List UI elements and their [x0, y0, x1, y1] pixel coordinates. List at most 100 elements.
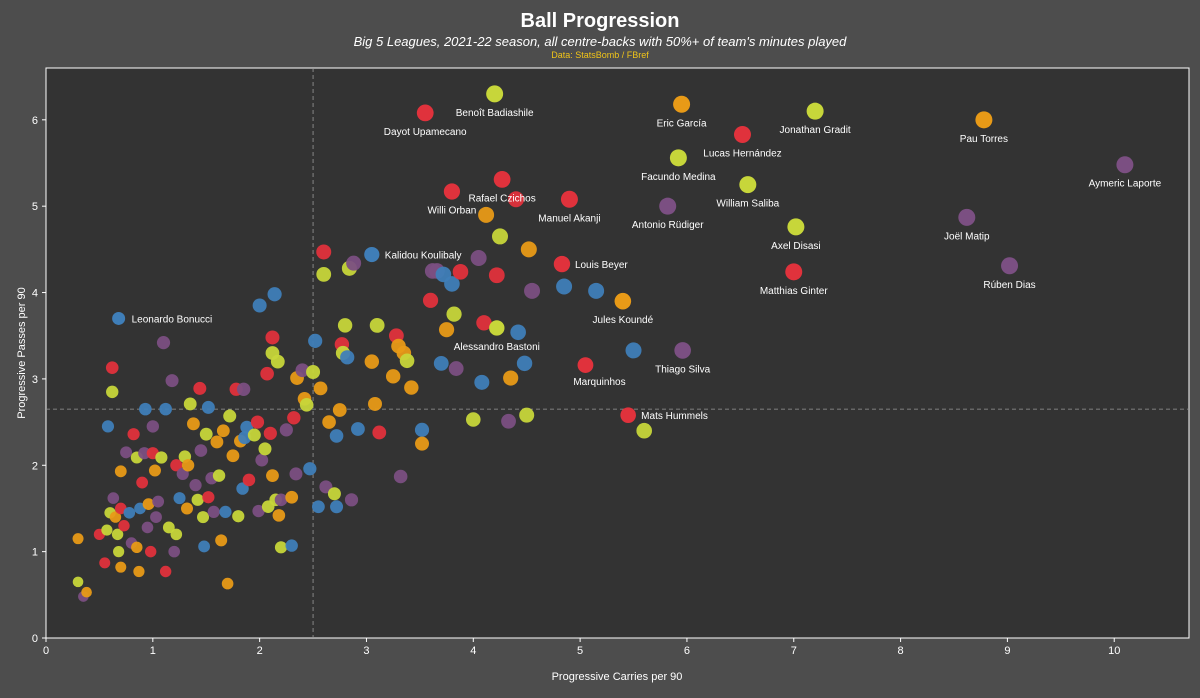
scatter-point	[274, 493, 288, 507]
scatter-point	[303, 462, 317, 476]
scatter-point	[415, 436, 430, 451]
scatter-point-labeled	[975, 111, 993, 129]
x-tick-label: 10	[1108, 645, 1120, 657]
scatter-point	[81, 586, 92, 598]
scatter-point-labeled	[577, 357, 594, 373]
player-label: Aymeric Laporte	[1089, 179, 1162, 190]
scatter-point	[327, 487, 341, 501]
scatter-point	[364, 354, 380, 369]
scatter-point	[198, 540, 210, 553]
scatter-point	[414, 422, 430, 437]
scatter-point	[202, 491, 215, 504]
scatter-point	[193, 381, 207, 395]
scatter-point	[404, 380, 419, 395]
player-label: Lucas Hernández	[703, 149, 781, 160]
scatter-point	[113, 546, 125, 558]
scatter-point	[216, 424, 230, 438]
scatter-point	[474, 374, 490, 390]
player-label: Jules Koundé	[593, 315, 654, 326]
scatter-point	[247, 428, 261, 442]
scatter-point	[329, 429, 344, 443]
scatter-point-labeled	[1001, 257, 1019, 275]
scatter-point-labeled	[489, 320, 505, 336]
scatter-point	[478, 206, 495, 223]
y-tick-label: 0	[32, 633, 38, 645]
scatter-point	[226, 449, 240, 463]
mean-lines	[46, 68, 1189, 638]
scatter-point	[173, 492, 186, 505]
scatter-point	[508, 191, 525, 208]
player-label: Louis Beyer	[575, 260, 628, 271]
scatter-point	[313, 381, 328, 396]
y-tick-label: 3	[32, 374, 38, 386]
scatter-point	[476, 315, 492, 331]
scatter-point	[72, 576, 84, 588]
scatter-point	[201, 400, 215, 414]
scatter-point	[118, 520, 130, 532]
scatter-point	[152, 495, 165, 508]
player-label: Kalidou Koulibaly	[385, 251, 462, 262]
scatter-point	[106, 385, 119, 399]
scatter-point	[265, 330, 280, 345]
scatter-point-labeled	[669, 149, 687, 167]
scatter-point	[433, 355, 449, 371]
scatter-point	[519, 407, 535, 423]
scatter-point	[491, 228, 508, 245]
chart-source: Data: StatsBomb / FBref	[551, 50, 649, 60]
x-tick-label: 2	[257, 645, 263, 657]
player-label: William Saliba	[716, 199, 779, 210]
player-label: Antonio Rüdiger	[632, 220, 704, 231]
y-tick-label: 2	[32, 460, 38, 472]
scatter-point	[516, 355, 533, 372]
scatter-point-labeled	[659, 197, 677, 215]
scatter-point	[422, 292, 439, 308]
scatter-point	[252, 298, 267, 313]
scatter-point	[138, 447, 151, 460]
chart-title: Ball Progression	[521, 10, 680, 32]
scatter-point	[114, 465, 127, 478]
scatter-point	[330, 500, 344, 514]
scatter-point	[212, 469, 226, 482]
x-tick-label: 6	[684, 645, 690, 657]
scatter-point	[133, 565, 145, 578]
scatter-point	[242, 473, 256, 487]
point-labels: Benoît Badiashile Dayot Upamecano Eric Gar…	[132, 108, 1162, 422]
scatter-point	[105, 361, 119, 374]
scatter-point	[287, 411, 301, 425]
player-label: Pau Torres	[960, 134, 1008, 145]
scatter-point	[266, 469, 279, 483]
scatter-point	[368, 396, 383, 411]
scatter-point	[279, 423, 293, 437]
player-label: Facundo Medina	[641, 172, 716, 183]
scatter-point	[250, 415, 265, 429]
scatter-point	[316, 267, 332, 282]
scatter-point	[168, 545, 180, 558]
x-tick-label: 8	[898, 645, 904, 657]
scatter-point	[159, 565, 172, 578]
scatter-point	[194, 444, 208, 457]
player-label: Jonathan Gradit	[780, 125, 851, 136]
scatter-point-labeled	[785, 263, 803, 281]
scatter-point	[501, 413, 516, 429]
scatter-point-labeled	[416, 104, 434, 122]
scatter-point-labeled	[560, 190, 578, 208]
scatter-point	[446, 306, 462, 322]
scatter-point	[111, 528, 124, 541]
scatter-point	[199, 427, 213, 441]
scatter-point	[470, 250, 487, 266]
player-label: Matthias Ginter	[760, 286, 828, 297]
scatter-point	[588, 282, 605, 299]
scatter-point	[372, 425, 387, 440]
y-tick-label: 1	[32, 547, 38, 559]
scatter-point	[144, 545, 157, 558]
scatter-point	[115, 561, 127, 573]
scatter-point	[272, 509, 286, 522]
scatter-point-labeled	[620, 407, 636, 423]
scatter-point-labeled	[112, 311, 126, 325]
scatter-point	[332, 403, 347, 417]
scatter-point	[181, 502, 194, 515]
y-tick-label: 5	[32, 201, 38, 213]
scatter-point	[156, 336, 171, 350]
scatter-point	[263, 426, 277, 440]
scatter-point	[438, 322, 455, 338]
